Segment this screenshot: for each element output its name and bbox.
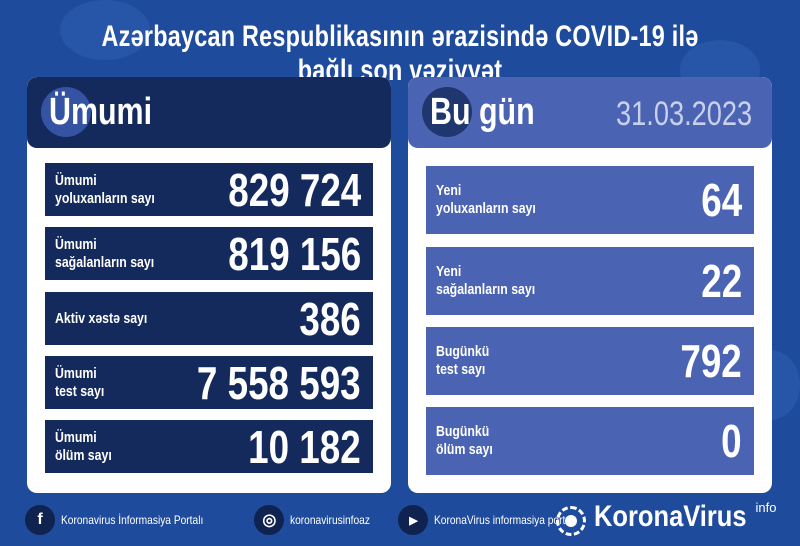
footer-link-text: KoronaVirus informasiya portalı xyxy=(434,513,577,527)
instagram-icon: ◎ xyxy=(254,505,285,535)
stat-value: 22 xyxy=(701,255,742,307)
koronavirus-logo: KoronaVirus info xyxy=(556,500,776,536)
stat-row: Bugünkü test sayı 792 xyxy=(426,327,754,395)
brand-sup: info xyxy=(755,500,777,515)
footer-link-text: Koronavirus İnformasiya Portalı xyxy=(61,513,204,527)
footer-link-text: koronavirusinfoaz xyxy=(290,513,371,527)
footer-link-facebook[interactable]: f Koronavirus İnformasiya Portalı xyxy=(25,505,228,535)
stat-row: Ümumi yoluxanların sayı 829 724 xyxy=(45,163,373,216)
today-header: Bu gün 31.03.2023 xyxy=(408,77,772,148)
virus-icon xyxy=(41,87,91,137)
stat-row: Yeni yoluxanların sayı 64 xyxy=(426,166,754,234)
footer-link-youtube[interactable]: ▶ KoronaVirus informasiya portalı xyxy=(398,505,601,535)
footer: f Koronavirus İnformasiya Portalı ◎ korona… xyxy=(25,505,616,535)
facebook-icon: f xyxy=(25,505,55,535)
total-panel: Ümumi Ümumi yoluxanların sayı 829 724 Ümumi… xyxy=(27,77,391,493)
stat-label: Bugünkü ölüm sayı xyxy=(436,423,493,458)
stat-value: 829 724 xyxy=(227,163,361,216)
footer-link-instagram[interactable]: ◎ koronavirusinfoaz xyxy=(254,505,384,535)
youtube-icon: ▶ xyxy=(398,505,429,535)
stat-row: Ümumi sağalanların sayı 819 156 xyxy=(45,227,373,280)
virus-icon xyxy=(422,87,472,137)
stat-label: Yeni yoluxanların sayı xyxy=(436,182,536,217)
stat-row: Ümumi ölüm sayı 10 182 xyxy=(45,420,373,473)
stat-label: Ümumi ölüm sayı xyxy=(55,428,112,464)
sun-logo-icon xyxy=(556,506,586,536)
stat-row: Aktiv xəstə sayı 386 xyxy=(45,292,373,345)
total-heading: Ümumi xyxy=(49,91,153,133)
stat-value: 7 558 593 xyxy=(197,356,361,409)
stat-label: Ümumi test sayı xyxy=(55,364,105,400)
today-heading: Bu gün xyxy=(430,91,535,133)
stat-label: Bugünkü test sayı xyxy=(436,343,490,378)
today-panel: Bu gün 31.03.2023 Yeni yoluxanların sayı 6… xyxy=(408,77,772,493)
stat-row: Yeni sağalanların sayı 22 xyxy=(426,247,754,315)
virus-decoration xyxy=(60,0,150,60)
stat-row: Ümumi test sayı 7 558 593 xyxy=(45,356,373,409)
stat-row: Bugünkü ölüm sayı 0 xyxy=(426,407,754,475)
stat-label: Ümumi sağalanların sayı xyxy=(55,235,155,271)
stat-value: 792 xyxy=(680,335,742,387)
today-date: 31.03.2023 xyxy=(615,95,752,133)
stat-label: Aktiv xəstə sayı xyxy=(55,309,148,327)
stat-value: 10 182 xyxy=(248,420,361,473)
stat-value: 386 xyxy=(299,292,361,345)
stat-value: 64 xyxy=(701,174,742,226)
stat-label: Ümumi yoluxanların sayı xyxy=(55,171,155,207)
brand-name: KoronaVirus xyxy=(594,500,747,533)
total-header: Ümumi xyxy=(27,77,391,148)
stat-label: Yeni sağalanların sayı xyxy=(436,263,536,298)
stat-value: 819 156 xyxy=(227,227,361,280)
stat-value: 0 xyxy=(721,415,742,467)
